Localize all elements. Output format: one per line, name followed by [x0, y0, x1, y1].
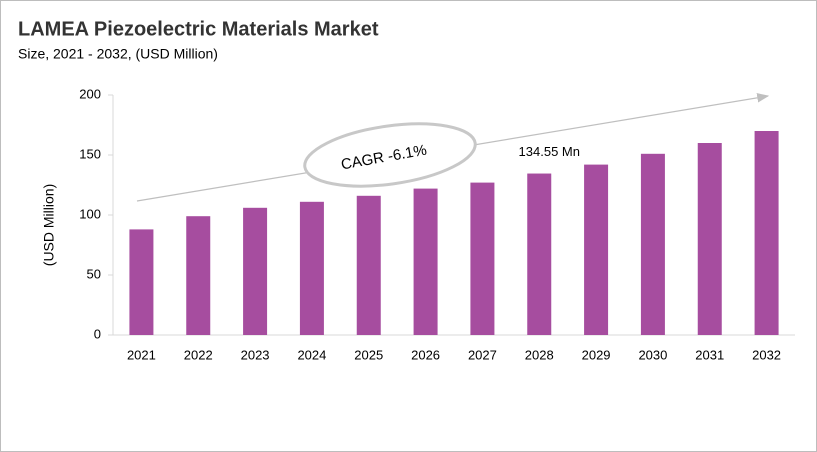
bar: [754, 131, 779, 335]
value-label: 134.55 Mn: [519, 144, 580, 159]
bar: [129, 229, 154, 335]
bar: [527, 173, 552, 335]
x-tick-label: 2024: [297, 347, 326, 362]
bar: [356, 195, 381, 335]
bar: [186, 216, 211, 335]
x-tick-label: 2023: [241, 347, 270, 362]
chart-title: LAMEA Piezoelectric Materials Market: [18, 18, 379, 40]
y-tick-label: 150: [79, 146, 101, 161]
bar: [584, 164, 609, 335]
x-tick-label: 2029: [582, 347, 611, 362]
y-tick-label: 100: [79, 206, 101, 221]
x-tick-label: 2032: [752, 347, 781, 362]
x-tick-label: 2028: [525, 347, 554, 362]
bar: [243, 207, 268, 335]
bar: [640, 153, 665, 335]
y-tick-label: 0: [94, 326, 101, 341]
x-tick-label: 2030: [638, 347, 667, 362]
x-tick-label: 2025: [354, 347, 383, 362]
cagr-ellipse: [303, 122, 477, 188]
x-tick-label: 2021: [127, 347, 156, 362]
bar: [299, 201, 324, 335]
x-tick-label: 2027: [468, 347, 497, 362]
x-tick-label: 2026: [411, 347, 440, 362]
bar: [413, 188, 438, 335]
x-tick-label: 2022: [184, 347, 213, 362]
bar: [697, 143, 722, 335]
y-tick-label: 200: [79, 86, 101, 101]
x-tick-label: 2031: [695, 347, 724, 362]
y-axis-label: (USD Million): [41, 184, 57, 266]
chart-subtitle: Size, 2021 - 2032, (USD Million): [18, 46, 218, 62]
y-tick-label: 50: [87, 266, 101, 281]
bar: [470, 182, 495, 335]
